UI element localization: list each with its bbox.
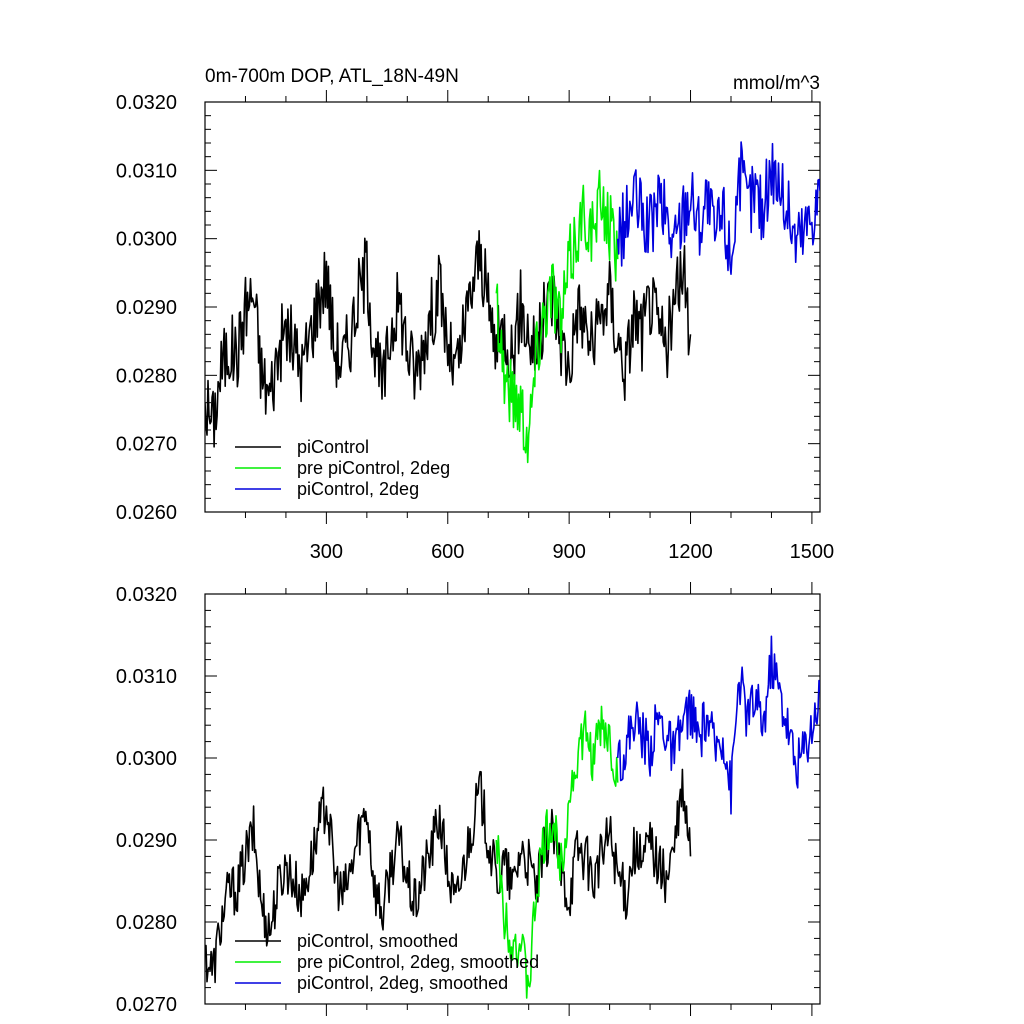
y-tick-label: 0.0260 [116, 502, 177, 524]
y-tick-label: 0.0320 [116, 584, 177, 606]
y-tick-label: 0.0280 [116, 912, 177, 934]
y-tick-label: 0.0310 [116, 666, 177, 688]
series-line-pre-picontrol-2deg [495, 169, 619, 464]
y-tick-label: 0.0300 [116, 748, 177, 770]
x-tick-label: 1200 [668, 541, 713, 563]
y-tick-label: 0.0320 [116, 92, 177, 114]
x-tick-label: 1500 [790, 541, 835, 563]
legend-label: piControl, smoothed [297, 931, 458, 951]
x-tick-label: 600 [431, 541, 464, 563]
y-tick-label: 0.0270 [116, 434, 177, 456]
y-tick-label: 0.0270 [116, 994, 177, 1016]
bottom-panel: 0.0270 0.0280 0.0290 0.0300 0.0310 0.0320 piCo… [116, 582, 821, 1016]
chart-title: 0m-700m DOP, ATL_18N-49N [205, 66, 459, 87]
series-line-picontrol-2deg-smoothed [616, 635, 820, 815]
y-tick-label: 0.0290 [116, 830, 177, 852]
y-tick-label: 0.0280 [116, 365, 177, 387]
y-tick-label: 0.0310 [116, 160, 177, 182]
series-line-picontrol-2deg [616, 141, 820, 275]
x-tick-label: 900 [552, 541, 585, 563]
units-label: mmol/m^3 [733, 73, 820, 94]
series-line-picontrol [205, 230, 692, 448]
legend-label: piControl [297, 437, 369, 457]
series-line-pre-picontrol-2deg-smoothed [495, 705, 619, 999]
y-tick-label: 0.0290 [116, 297, 177, 319]
top-panel: 0.0260 0.0270 0.0280 0.0290 0.0300 0.0310 0.03… [116, 66, 834, 563]
x-tick-label: 300 [310, 541, 343, 563]
plot-frame [204, 593, 821, 1005]
legend-label: piControl, 2deg [297, 479, 419, 499]
legend-label: pre piControl, 2deg [297, 458, 450, 478]
series-line-picontrol-smoothed [205, 768, 692, 984]
y-tick-label: 0.0300 [116, 229, 177, 251]
legend-label: piControl, 2deg, smoothed [297, 973, 508, 993]
legend-label: pre piControl, 2deg, smoothed [297, 952, 539, 972]
